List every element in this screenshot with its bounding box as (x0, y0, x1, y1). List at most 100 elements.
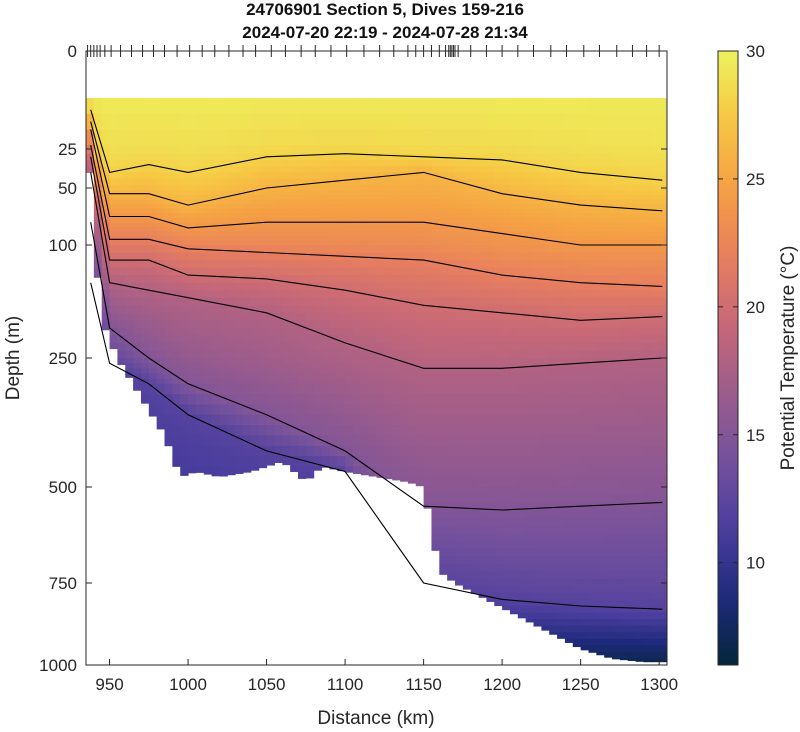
field-cell (588, 231, 597, 237)
field-cell (619, 235, 629, 241)
field-cell (235, 166, 244, 173)
field-cell (195, 358, 205, 364)
field-cell (588, 373, 597, 380)
field-cell (494, 350, 503, 359)
field-cell (337, 231, 346, 237)
field-cell (486, 404, 495, 416)
field-cell (439, 159, 448, 167)
field-cell (109, 199, 118, 205)
field-cell (525, 245, 535, 254)
field-cell (93, 98, 103, 115)
field-cell (478, 487, 487, 496)
field-cell (376, 404, 385, 416)
field-cell (549, 533, 558, 542)
field-cell (109, 267, 118, 276)
field-cell (439, 404, 448, 416)
field-cell (627, 199, 637, 205)
field-cell (203, 312, 213, 321)
field-cell (478, 579, 487, 587)
field-cell (290, 252, 299, 261)
field-cell (337, 320, 346, 329)
field-cell (651, 658, 660, 663)
field-cell (549, 404, 558, 416)
field-cell (219, 267, 228, 276)
field-cell (290, 378, 299, 385)
field-cell (509, 172, 519, 180)
field-cell (447, 240, 456, 246)
field-cell (321, 245, 330, 254)
field-cell (258, 378, 268, 385)
field-cell (305, 226, 315, 232)
field-cell (423, 394, 432, 405)
field-cell (447, 373, 456, 380)
field-cell (423, 363, 432, 369)
field-cell (368, 282, 377, 291)
field-cell (651, 586, 660, 594)
field-cell (400, 320, 409, 329)
field-cell (235, 194, 244, 200)
field-cell (494, 404, 503, 416)
field-cell (337, 414, 346, 426)
field-cell (345, 404, 354, 416)
field-cell (250, 414, 260, 426)
field-cell (494, 235, 503, 241)
field-cell (439, 342, 448, 351)
field-cell (447, 208, 456, 214)
field-cell (635, 290, 644, 299)
plot-area (85, 50, 668, 666)
field-cell (627, 240, 637, 246)
field-cell (462, 342, 472, 351)
field-cell (564, 445, 574, 457)
field-cell (651, 267, 660, 276)
field-cell (659, 586, 667, 594)
field-cell (109, 217, 118, 223)
field-cell (313, 378, 323, 385)
field-cell (274, 363, 283, 369)
field-cell (604, 556, 613, 565)
field-cell (596, 260, 605, 269)
field-cell (604, 260, 613, 269)
field-cell (164, 327, 173, 336)
x-tick-label: 1300 (640, 675, 678, 694)
field-cell (274, 305, 283, 314)
field-cell (619, 327, 629, 336)
field-cell (125, 231, 134, 237)
field-cell (376, 235, 385, 241)
field-cell (494, 260, 503, 269)
field-cell (619, 445, 629, 457)
field-cell (415, 327, 425, 336)
field-cell (447, 517, 456, 526)
field-cell (180, 260, 189, 269)
field-cell (604, 466, 613, 478)
field-cell (148, 145, 158, 155)
field-cell (557, 113, 566, 130)
field-cell (517, 260, 527, 269)
field-cell (235, 178, 244, 186)
field-cell (557, 190, 566, 196)
field-cell (415, 394, 425, 405)
field-cell (572, 252, 582, 261)
field-cell (447, 510, 456, 519)
field-cell (156, 404, 166, 416)
field-cell (368, 414, 377, 426)
field-cell (612, 494, 621, 503)
field-cell (455, 563, 464, 572)
field-cell (140, 231, 150, 237)
field-cell (549, 350, 558, 359)
field-cell (619, 592, 629, 600)
field-cell (494, 184, 503, 191)
field-cell (360, 203, 370, 210)
field-cell (376, 378, 385, 385)
field-cell (502, 252, 511, 261)
field-cell (109, 166, 118, 173)
field-cell (156, 245, 166, 254)
field-cell (572, 494, 582, 503)
field-cell (423, 290, 432, 299)
field-cell (627, 113, 637, 130)
field-cell (180, 208, 189, 214)
field-cell (659, 502, 667, 511)
field-cell (360, 373, 370, 380)
field-cell (470, 282, 480, 291)
field-cell (400, 203, 409, 210)
field-cell (407, 190, 417, 196)
